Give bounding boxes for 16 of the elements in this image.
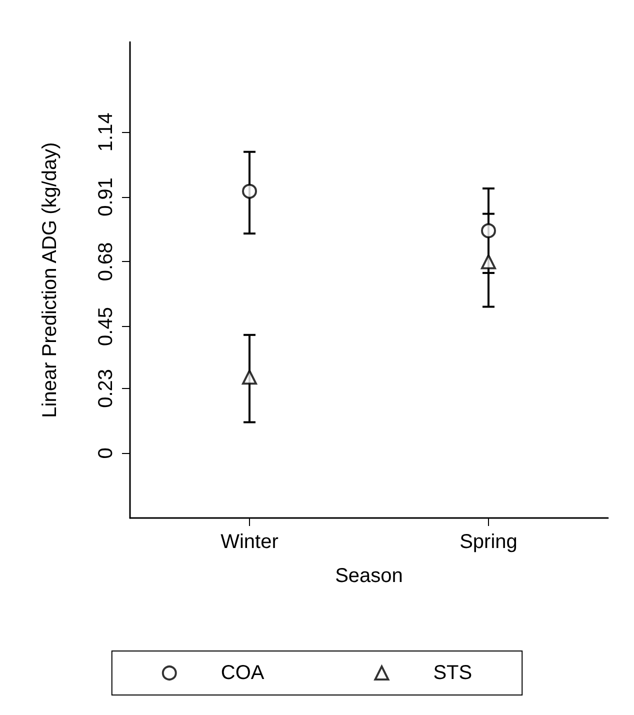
y-tick-label: 1.14 (95, 112, 117, 152)
y-tick-label: 0.45 (95, 307, 117, 346)
point (481, 223, 496, 238)
x-tick-label: Spring (460, 531, 518, 553)
point (242, 184, 257, 199)
y-axis-title: Linear Prediction ADG (kg/day) (39, 142, 61, 418)
point (242, 370, 257, 385)
legend-label: STS (433, 662, 472, 684)
legend-label: COA (220, 662, 265, 684)
x-axis-title: Season (335, 565, 403, 587)
y-tick-label: 0.68 (95, 242, 117, 282)
point (481, 254, 496, 270)
y-tick-label: 0.91 (95, 177, 117, 216)
y-tick-label: 0.23 (95, 368, 117, 408)
y-tick-label: 0 (95, 448, 117, 459)
x-tick-label: Winter (220, 531, 279, 553)
